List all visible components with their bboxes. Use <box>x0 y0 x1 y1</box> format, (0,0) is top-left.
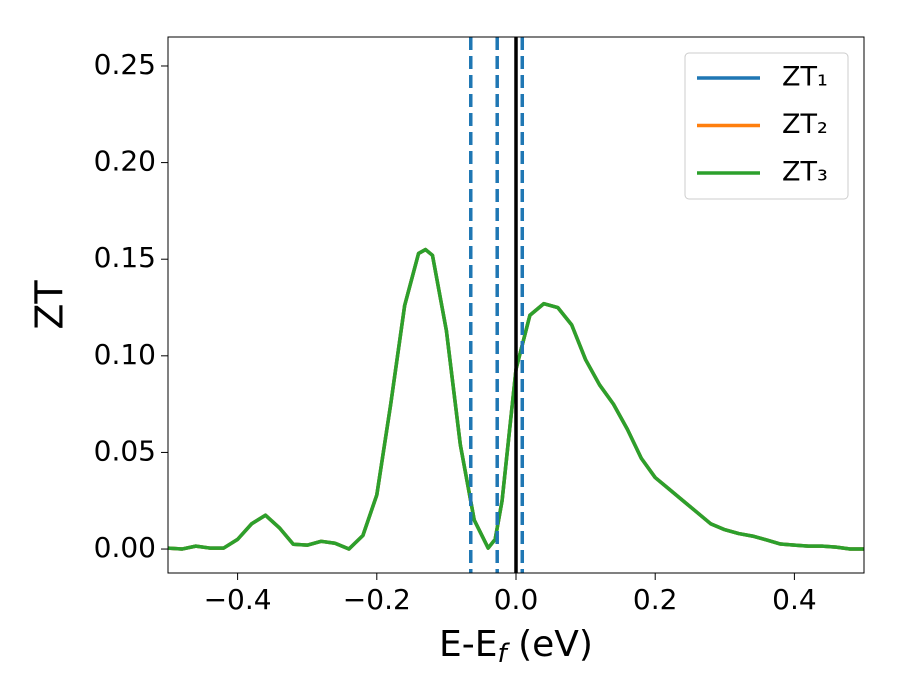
y-tick-label: 0.20 <box>94 145 156 178</box>
x-tick-label: 0.0 <box>494 583 539 616</box>
x-axis-label: E-Ef (eV) <box>439 624 593 669</box>
y-tick-label: 0.05 <box>94 434 156 467</box>
x-label-main: E-E <box>439 624 497 665</box>
line-series <box>168 247 864 551</box>
plot <box>168 37 864 573</box>
y-axis-label: ZT <box>28 280 72 330</box>
x-tick-label: −0.2 <box>343 583 411 616</box>
x-tick-label: −0.4 <box>204 583 272 616</box>
x-tick-label: 0.2 <box>633 583 678 616</box>
y-tick-label: 0.25 <box>94 48 156 81</box>
x-label-unit: (eV) <box>507 624 593 665</box>
y-tick-label: 0.00 <box>94 531 156 564</box>
y-tick-label: 0.10 <box>94 338 156 371</box>
x-tick-label: 0.4 <box>772 583 817 616</box>
legend-box <box>684 52 849 200</box>
legend-label: ZT₃ <box>782 157 828 188</box>
legend-label: ZT₂ <box>782 109 828 140</box>
y-tick-label: 0.15 <box>94 241 156 274</box>
plot-frame <box>167 36 865 574</box>
legend-label: ZT₁ <box>782 62 828 93</box>
